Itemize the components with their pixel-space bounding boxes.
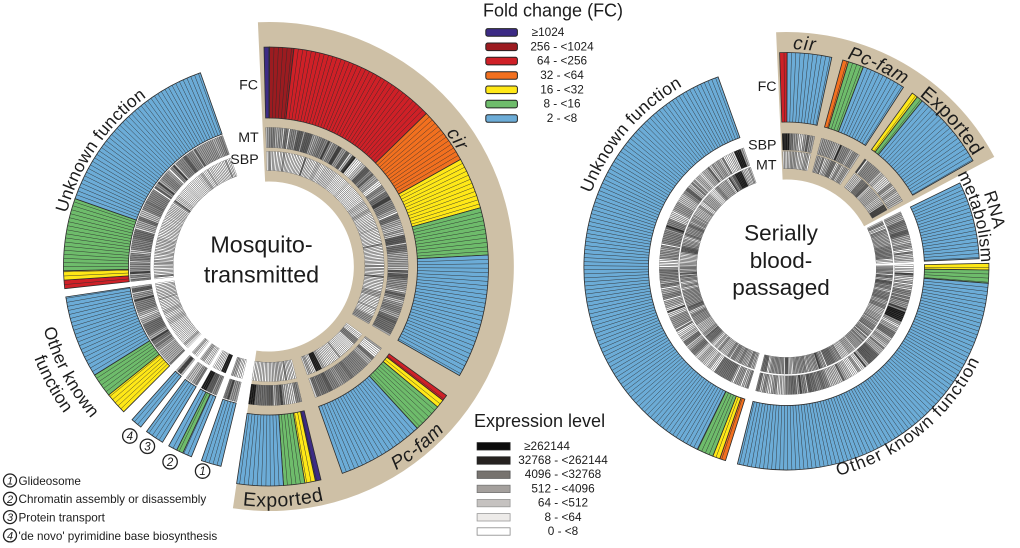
svg-text:2: 2 — [166, 457, 174, 469]
svg-text:cir: cir — [793, 33, 818, 56]
svg-text:Expression level: Expression level — [474, 411, 605, 431]
svg-text:SBP: SBP — [748, 138, 776, 154]
svg-text:blood-: blood- — [750, 248, 813, 273]
svg-text:FC: FC — [239, 78, 258, 94]
svg-text:Glideosome: Glideosome — [19, 475, 81, 488]
svg-text:16 - <32: 16 - <32 — [540, 82, 584, 96]
svg-text:≥262144: ≥262144 — [524, 439, 570, 453]
svg-text:8 - <16: 8 - <16 — [543, 97, 580, 111]
svg-text:Mosquito-: Mosquito- — [210, 232, 312, 258]
svg-text:4: 4 — [127, 431, 133, 443]
svg-text:32768 - <262144: 32768 - <262144 — [518, 453, 608, 467]
svg-text:passaged: passaged — [732, 275, 830, 300]
svg-text:'de novo' pyrimidine base bios: 'de novo' pyrimidine base biosynthesis — [19, 530, 218, 543]
svg-text:FC: FC — [758, 79, 777, 95]
svg-text:Serially: Serially — [744, 221, 819, 246]
svg-text:1: 1 — [7, 475, 13, 487]
svg-text:1: 1 — [199, 466, 205, 478]
svg-text:MT: MT — [238, 130, 259, 146]
svg-text:2: 2 — [6, 494, 13, 506]
svg-text:64 - <512: 64 - <512 — [538, 496, 588, 510]
svg-text:Protein transport: Protein transport — [19, 512, 106, 525]
svg-text:3: 3 — [7, 512, 14, 524]
svg-text:256 - <1024: 256 - <1024 — [530, 39, 594, 53]
svg-text:3: 3 — [144, 441, 151, 453]
svg-text:Fold change (FC): Fold change (FC) — [483, 1, 623, 21]
svg-text:32 - <64: 32 - <64 — [540, 68, 584, 82]
svg-text:≥1024: ≥1024 — [532, 25, 565, 39]
svg-text:64 - <256: 64 - <256 — [537, 54, 588, 68]
svg-text:4: 4 — [7, 530, 13, 542]
svg-text:Chromatin assembly or disassem: Chromatin assembly or disassembly — [19, 493, 207, 506]
svg-text:8 - <64: 8 - <64 — [544, 510, 581, 524]
svg-text:transmitted: transmitted — [204, 262, 319, 288]
svg-text:2 - <8: 2 - <8 — [547, 111, 578, 125]
svg-text:4096 - <32768: 4096 - <32768 — [525, 467, 602, 481]
svg-text:0 - <8: 0 - <8 — [548, 524, 579, 538]
svg-text:MT: MT — [756, 158, 777, 174]
svg-text:SBP: SBP — [230, 152, 258, 168]
svg-text:512 - <4096: 512 - <4096 — [531, 481, 595, 495]
